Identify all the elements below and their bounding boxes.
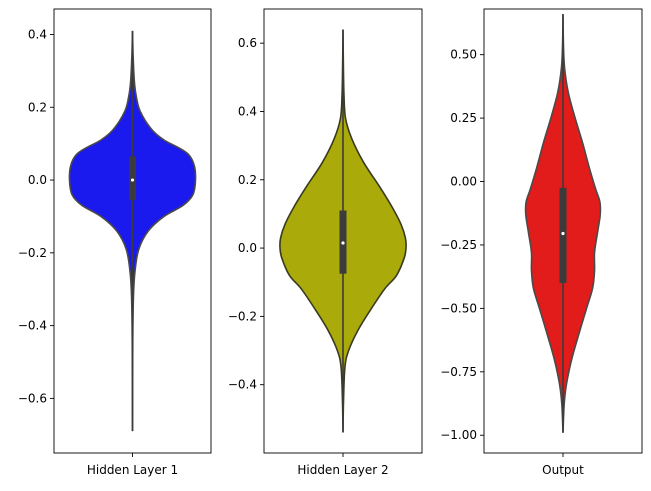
violin-panel-hidden-layer-1: 0.4 0.2 0.0 −0.2 −0.4 −0.6 Hidden Layer 1 — [18, 8, 212, 477]
y-tick-label: 0.2 — [238, 173, 257, 187]
y-tick-label: −0.50 — [440, 301, 477, 315]
y-tick-label: 0.4 — [28, 27, 47, 41]
y-tick-label: 0.25 — [450, 111, 477, 125]
y-tick-label: −0.6 — [18, 391, 47, 405]
violin-panel-output: 0.50 0.25 0.00 −0.25 −0.50 −0.75 −1.00 Output — [440, 8, 643, 477]
interquartile-box — [559, 187, 567, 284]
median-point — [341, 241, 345, 245]
y-tick-label: 0.0 — [238, 241, 257, 255]
y-tick-label: 0.50 — [450, 48, 477, 62]
y-tick-label: −0.4 — [228, 378, 257, 392]
y-tick-label: −0.25 — [440, 238, 477, 252]
x-axis-label: Hidden Layer 2 — [297, 463, 388, 477]
y-tick-label: 0.6 — [238, 36, 257, 50]
y-tick-label: −0.75 — [440, 365, 477, 379]
median-point — [561, 231, 565, 236]
interquartile-box — [129, 156, 136, 201]
y-tick-label: −0.2 — [18, 246, 47, 260]
violin-panel-hidden-layer-2: 0.6 0.4 0.2 0.0 −0.2 −0.4 Hidden Layer 2 — [228, 8, 423, 477]
x-axis-label: Hidden Layer 1 — [87, 463, 178, 477]
y-tick-label: −0.4 — [18, 319, 47, 333]
y-tick-label: −0.2 — [228, 309, 257, 323]
median-point — [130, 178, 135, 182]
y-tick-label: 0.2 — [28, 100, 47, 114]
y-tick-label: 0.4 — [238, 104, 257, 118]
y-tick-label: −1.00 — [440, 428, 477, 442]
y-tick-label: 0.0 — [28, 173, 47, 187]
x-axis-label: Output — [542, 463, 584, 477]
y-tick-label: 0.00 — [450, 175, 477, 189]
